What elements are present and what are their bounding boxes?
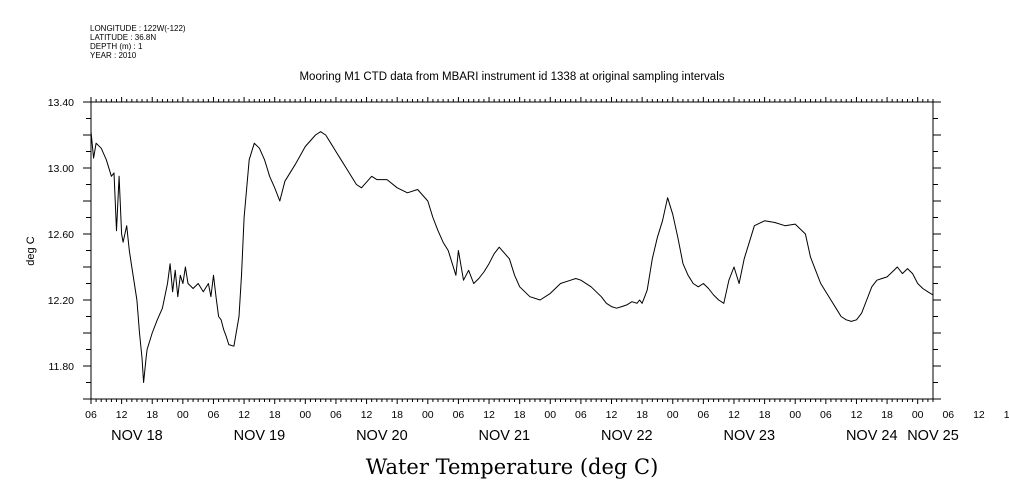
x-tick-label: 06 <box>330 409 342 421</box>
day-label: NOV 25 <box>907 428 959 444</box>
x-tick-label: 06 <box>208 409 220 421</box>
x-tick-label: 12 <box>361 409 373 421</box>
day-label: NOV 20 <box>356 428 408 444</box>
day-labels: NOV 18 NOV 19 NOV 20 NOV 21 NOV 22 NOV 23 NOV … <box>111 428 959 444</box>
day-label: NOV 24 <box>846 428 898 444</box>
chart-title: Mooring M1 CTD data from MBARI instrumen… <box>299 71 724 83</box>
y-axis-label: deg C <box>25 236 37 265</box>
x-tick-label: 12 <box>606 409 618 421</box>
x-tick-label: 18 <box>391 409 403 421</box>
x-tick-label: 18 <box>514 409 526 421</box>
x-tick-label: 12 <box>973 409 985 421</box>
tick-marks <box>83 97 941 404</box>
x-axis-label: Water Temperature (deg C) <box>366 455 659 479</box>
x-tick-label: 00 <box>789 409 801 421</box>
x-tick-label: 18 <box>146 409 158 421</box>
x-tick-label: 12 <box>851 409 863 421</box>
x-tick-label: 12 <box>728 409 740 421</box>
plot-frame <box>90 101 934 400</box>
x-tick-label: 18 <box>1004 409 1009 421</box>
x-tick-label: 12 <box>116 409 128 421</box>
x-tick-label: 06 <box>698 409 710 421</box>
day-label: NOV 22 <box>601 428 653 444</box>
day-label: NOV 18 <box>111 428 163 444</box>
x-tick-label: 18 <box>759 409 771 421</box>
x-tick-label: 00 <box>299 409 311 421</box>
x-tick-label: 06 <box>942 409 954 421</box>
meta-latitude: LATITUDE : 36.8N <box>90 33 156 42</box>
x-tick-label: 06 <box>453 409 465 421</box>
x-tick-label: 06 <box>820 409 832 421</box>
x-tick-label: 18 <box>269 409 281 421</box>
x-tick-label: 00 <box>177 409 189 421</box>
x-tick-label: 06 <box>85 409 97 421</box>
day-label: NOV 21 <box>479 428 531 444</box>
meta-year: YEAR : 2010 <box>90 51 137 60</box>
x-tick-label: 12 <box>238 409 250 421</box>
y-tick-label: 12.20 <box>48 295 74 307</box>
y-tick-label: 12.60 <box>48 229 74 241</box>
y-tick-label: 13.40 <box>48 97 74 109</box>
y-tick-labels: 11.80 12.20 12.60 13.00 13.40 <box>48 97 74 373</box>
day-label: NOV 23 <box>723 428 775 444</box>
x-tick-label: 06 <box>575 409 587 421</box>
x-tick-label: 00 <box>422 409 434 421</box>
meta-longitude: LONGITUDE : 122W(-122) <box>90 24 186 33</box>
x-tick-label: 12 <box>483 409 495 421</box>
x-tick-labels: 06 12 18 00 06 12 18 00 06 12 18 00 06 12 18 00 06 12 18 00… <box>85 409 1009 421</box>
y-tick-label: 13.00 <box>48 163 74 175</box>
metadata-block: LONGITUDE : 122W(-122) LATITUDE : 36.8N … <box>90 24 186 60</box>
y-tick-label: 11.80 <box>49 361 75 373</box>
series-line <box>90 131 934 383</box>
x-tick-label: 00 <box>544 409 556 421</box>
x-tick-label: 18 <box>881 409 893 421</box>
meta-depth: DEPTH (m) : 1 <box>90 42 143 51</box>
x-tick-label: 00 <box>667 409 679 421</box>
day-label: NOV 19 <box>234 428 286 444</box>
x-tick-label: 18 <box>636 409 648 421</box>
x-tick-label: 00 <box>912 409 924 421</box>
